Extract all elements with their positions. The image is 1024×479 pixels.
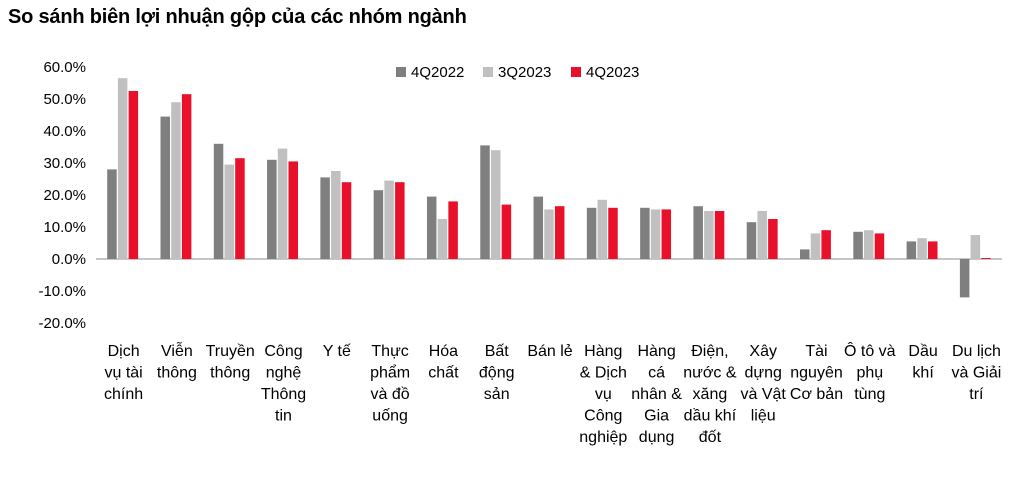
bar-3Q2023 bbox=[970, 235, 981, 259]
category-label: Thực phẩm và đồ uống bbox=[370, 343, 410, 425]
bar-3Q2023 bbox=[757, 211, 767, 259]
category-label: Viễn thông bbox=[157, 341, 197, 382]
bar-3Q2023 bbox=[384, 180, 394, 259]
category-label: Xây dựng và Vật liệu bbox=[741, 343, 787, 425]
y-tick-label: 20.0% bbox=[43, 187, 86, 204]
bar-4Q2022 bbox=[693, 206, 703, 259]
bar-4Q2023 bbox=[608, 207, 618, 259]
category-label: Tài nguyên Cơ bản bbox=[790, 343, 843, 403]
category-label: Y tế bbox=[323, 343, 351, 360]
bar-4Q2022 bbox=[267, 159, 277, 259]
y-tick-label: 60.0% bbox=[43, 59, 86, 76]
legend-swatch bbox=[571, 67, 581, 77]
bar-3Q2023 bbox=[917, 238, 927, 259]
bar-4Q2022 bbox=[213, 143, 224, 259]
legend-label: 4Q2022 bbox=[411, 64, 464, 81]
bar-4Q2023 bbox=[181, 94, 192, 259]
legend-label: 4Q2023 bbox=[586, 64, 639, 81]
bar-3Q2023 bbox=[224, 164, 234, 259]
bar-3Q2023 bbox=[810, 233, 821, 259]
legend: 4Q2022 3Q2023 4Q2023 bbox=[396, 64, 639, 81]
bar-4Q2023 bbox=[874, 233, 885, 259]
category-label: Du lịch và Giải trí bbox=[952, 343, 1002, 403]
bar-4Q2022 bbox=[533, 196, 544, 259]
bar-4Q2022 bbox=[586, 207, 597, 259]
bar-4Q2023 bbox=[821, 230, 831, 259]
bar-3Q2023 bbox=[864, 230, 874, 259]
bar-4Q2023 bbox=[554, 206, 565, 259]
bar-4Q2023 bbox=[395, 182, 405, 259]
chart-title: So sánh biên lợi nhuận gộp của các nhóm … bbox=[8, 6, 467, 28]
category-label: Dầu khí bbox=[908, 343, 937, 382]
y-tick-label: 0.0% bbox=[52, 251, 86, 268]
bar-3Q2023 bbox=[171, 102, 181, 259]
y-tick-label: 30.0% bbox=[43, 155, 86, 172]
bar-3Q2023 bbox=[331, 171, 341, 259]
bar-4Q2022 bbox=[853, 231, 863, 259]
category-label: Dịch vụ tài chính bbox=[104, 343, 143, 403]
bar-4Q2023 bbox=[928, 241, 938, 259]
bar-4Q2023 bbox=[661, 209, 672, 259]
bar-3Q2023 bbox=[490, 150, 501, 259]
y-tick-label: -10.0% bbox=[38, 283, 86, 300]
category-label: Ô tô và phụ tùng bbox=[844, 341, 896, 403]
bar-4Q2022 bbox=[800, 249, 810, 259]
bar-3Q2023 bbox=[704, 211, 714, 259]
y-axis: 60.0% 50.0% 40.0% 30.0% 20.0% 10.0% 0.0% -10.0%… bbox=[38, 59, 1002, 332]
bar-3Q2023 bbox=[597, 199, 608, 259]
bar-4Q2022 bbox=[320, 177, 330, 259]
bar-4Q2022 bbox=[373, 190, 384, 259]
bar-4Q2022 bbox=[480, 145, 490, 259]
bar-4Q2023 bbox=[448, 201, 458, 259]
bar-4Q2023 bbox=[981, 258, 991, 259]
y-tick-label: 50.0% bbox=[43, 91, 86, 108]
bar-3Q2023 bbox=[277, 148, 288, 259]
bar-3Q2023 bbox=[650, 209, 661, 259]
category-label: Điện, nước & xăng dầu khí đốt bbox=[683, 343, 737, 446]
bar-4Q2022 bbox=[640, 207, 650, 259]
bar-3Q2023 bbox=[117, 78, 128, 259]
bar-4Q2023 bbox=[501, 204, 512, 259]
bar-4Q2023 bbox=[714, 211, 725, 259]
bar-4Q2023 bbox=[235, 158, 245, 259]
bar-4Q2022 bbox=[426, 196, 437, 259]
category-label: Hóa chất bbox=[428, 343, 459, 382]
bar-4Q2023 bbox=[341, 182, 352, 259]
bar-4Q2022 bbox=[107, 169, 117, 259]
bar-3Q2023 bbox=[544, 209, 554, 259]
bar-4Q2022 bbox=[746, 222, 757, 259]
bar-4Q2023 bbox=[288, 161, 298, 259]
y-tick-label: 40.0% bbox=[43, 123, 86, 140]
bar-4Q2022 bbox=[906, 241, 917, 259]
category-label: Bất động sản bbox=[479, 343, 515, 403]
category-label: Hàng & Dịch vụ Công nghiệp bbox=[579, 343, 627, 446]
y-tick-label: 10.0% bbox=[43, 219, 86, 236]
bar-4Q2023 bbox=[128, 91, 139, 259]
category-label: Truyền thông bbox=[206, 343, 255, 382]
bar-4Q2023 bbox=[768, 219, 778, 259]
legend-label: 3Q2023 bbox=[498, 64, 551, 81]
bar-3Q2023 bbox=[437, 219, 448, 259]
legend-swatch bbox=[396, 67, 406, 77]
legend-swatch bbox=[483, 67, 493, 77]
category-label: Hàng cá nhân & Gia dụng bbox=[631, 343, 682, 446]
y-tick-label: -20.0% bbox=[38, 315, 86, 332]
bars bbox=[107, 78, 991, 298]
category-label: Bán lẻ bbox=[527, 343, 572, 360]
bar-4Q2022 bbox=[959, 259, 970, 298]
category-label: Công nghệ Thông tin bbox=[261, 343, 306, 425]
bar-4Q2022 bbox=[160, 116, 170, 259]
